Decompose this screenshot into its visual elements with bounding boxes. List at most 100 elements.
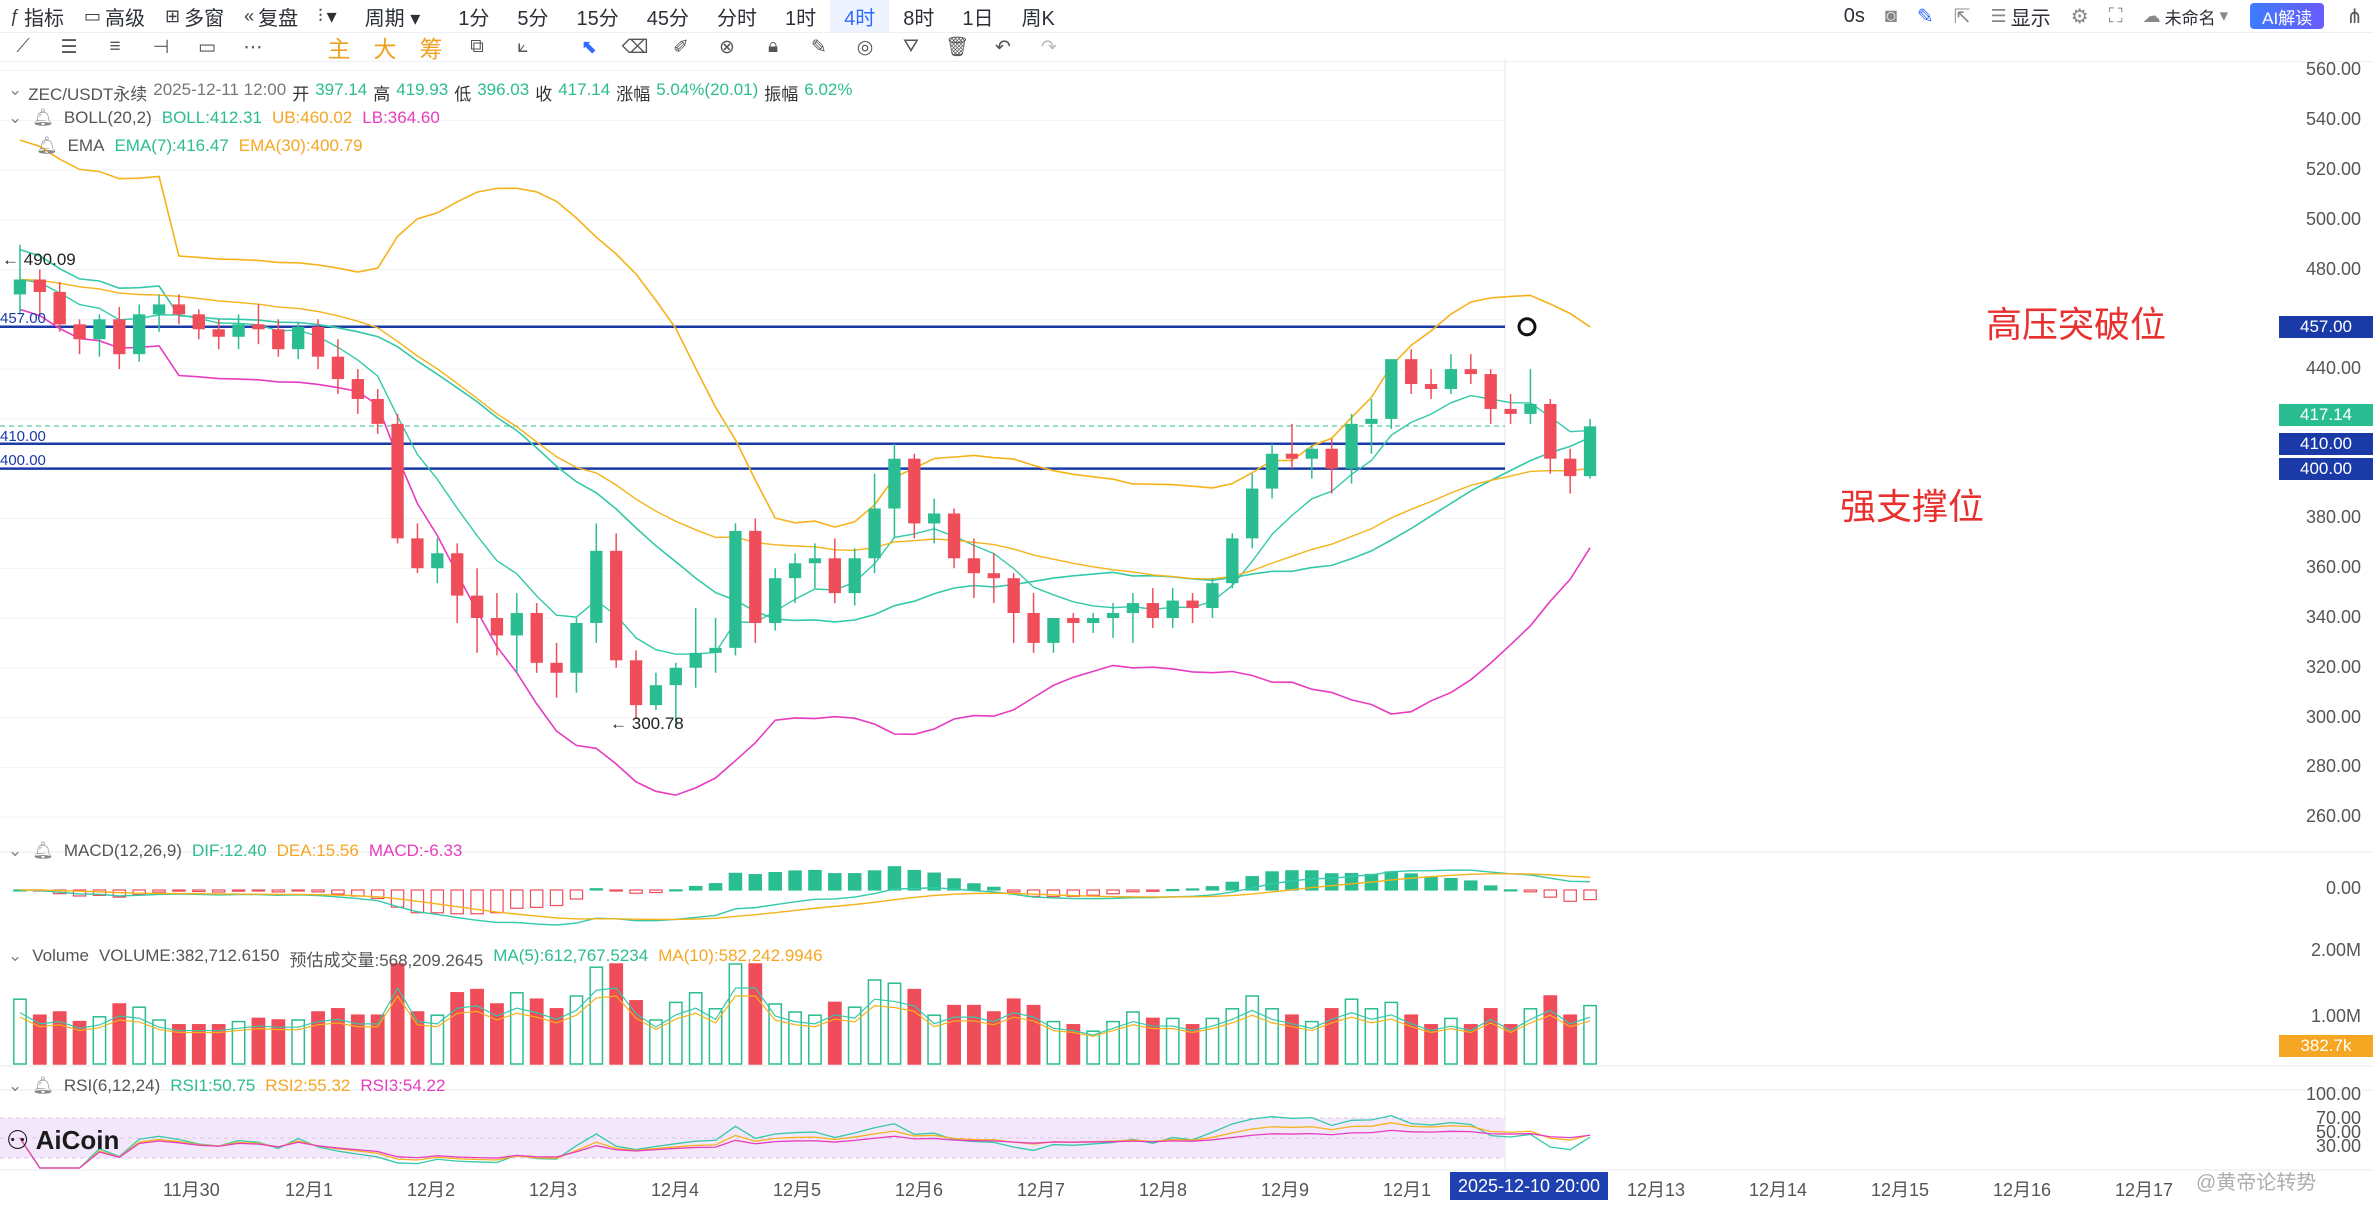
period-tab-8[interactable]: 1日 — [962, 7, 994, 30]
cursor-icon[interactable]: ⬉ — [581, 36, 597, 58]
date-axis-label: 12月3 — [529, 1180, 578, 1200]
lock-icon[interactable]: 🔒︎ — [767, 36, 779, 57]
collapse-icon[interactable]: ⌄ — [8, 1076, 23, 1095]
period-tab-6[interactable]: 4时 — [830, 0, 890, 32]
multi-window-button[interactable]: ⊞ 多窗 — [165, 5, 225, 30]
popout-icon[interactable]: ⇱ — [1953, 5, 1971, 28]
undo-icon[interactable]: ↶ — [995, 36, 1011, 58]
volume-bar — [470, 988, 484, 1065]
boll-lower-line — [19, 308, 1591, 796]
macd-bar — [1483, 885, 1498, 891]
advanced-button[interactable]: ▭ 高级 — [84, 5, 146, 30]
bell-icon[interactable]: 🔔︎ — [32, 108, 54, 127]
price-axis-label: 280.00 — [2305, 756, 2361, 777]
volume-bar — [668, 1001, 683, 1065]
volume-bar — [927, 1014, 942, 1065]
brush-icon[interactable]: ✐ — [673, 36, 689, 58]
ai-button[interactable]: AI解读 — [2250, 3, 2325, 29]
rewind-icon: « — [244, 5, 255, 26]
horizontal-line-icon[interactable]: ⊣ — [152, 36, 170, 58]
macd-bar — [331, 889, 345, 895]
candle-body — [1305, 448, 1318, 459]
volume-bar — [1046, 1020, 1061, 1065]
edit-list-icon[interactable]: ✎ — [811, 36, 827, 58]
ruler-icon[interactable]: ⟀ — [517, 36, 529, 57]
hide-icon[interactable]: ◎ — [856, 36, 874, 58]
big-chart-button[interactable]: 大 — [373, 36, 397, 62]
period-tab-3[interactable]: 45分 — [646, 7, 690, 30]
display-button[interactable]: ☰ 显示 — [1990, 5, 2051, 30]
bell-icon[interactable]: 🔔︎ — [36, 136, 58, 155]
candle-body — [133, 314, 146, 355]
macd-bar — [1046, 889, 1061, 898]
multi-line-icon[interactable]: ☰ — [60, 36, 78, 58]
eraser-icon[interactable]: ⌫ — [621, 36, 649, 58]
rsi3-line — [19, 1129, 1591, 1169]
collapse-icon[interactable]: ⌄ — [8, 80, 23, 99]
indicator-button[interactable]: ƒ 指标 — [10, 5, 65, 30]
macd-bar — [192, 889, 206, 893]
volume-bar — [827, 1001, 842, 1065]
macd-bar — [629, 889, 643, 894]
camera-icon[interactable]: ◙ — [1884, 4, 1898, 27]
indicator-edit-icon[interactable]: ⧉ — [470, 36, 484, 57]
filter-icon[interactable]: ⛛ — [903, 36, 919, 57]
candle-body — [689, 652, 702, 668]
chip-button[interactable]: 筹 — [419, 36, 443, 62]
macd-bar — [1126, 889, 1140, 893]
line-tool-icon[interactable]: ⟋ — [16, 36, 30, 57]
collapse-icon[interactable]: ⌄ — [8, 841, 23, 860]
volume-info: ⌄ Volume VOLUME:382,712.6150 预估成交量:568,2… — [8, 946, 823, 970]
macd-bar — [1146, 889, 1160, 892]
candle-body — [1087, 618, 1100, 623]
candle-body — [292, 326, 305, 350]
candle-body — [1365, 418, 1378, 424]
bell-icon[interactable]: 🔔︎ — [32, 1076, 54, 1095]
collapse-icon[interactable]: ⌄ — [8, 946, 23, 965]
period-tab-1[interactable]: 5分 — [517, 7, 549, 30]
magnet-icon[interactable]: ⊗ — [719, 36, 735, 58]
main-chart-button[interactable]: 主 — [327, 36, 351, 62]
settings-icon[interactable]: ⚙ — [2070, 5, 2089, 28]
ema30-line — [19, 278, 1591, 580]
period-tab-9[interactable]: 周K — [1021, 7, 1055, 30]
parallel-line-icon[interactable]: ≡ — [109, 36, 121, 57]
aicoin-logo: ⚇ AiCoin — [6, 1125, 120, 1155]
period-dropdown[interactable]: 周期 ▾ — [364, 7, 421, 30]
period-tab-7[interactable]: 8时 — [903, 7, 935, 30]
period-tab-5[interactable]: 1时 — [785, 7, 817, 30]
date-axis-label: 12月13 — [1627, 1180, 1686, 1200]
candle-type-dropdown[interactable]: ⫶ ▾ — [318, 5, 337, 28]
macd-bar — [1305, 870, 1319, 891]
replay-button[interactable]: «复盘 — [244, 5, 299, 30]
boll-info: ⌄ 🔔︎ BOLL(20,2) BOLL:412.31 UB:460.02 LB… — [8, 108, 440, 127]
candle-body — [232, 324, 245, 337]
date-axis-label: 12月7 — [1017, 1180, 1066, 1200]
macd-bar — [1503, 889, 1518, 892]
macd-bar — [987, 886, 1001, 891]
trash-icon[interactable]: 🗑︎ — [944, 37, 970, 58]
candle-body — [1067, 618, 1080, 623]
fullscreen-icon[interactable]: ⛶ — [2108, 4, 2123, 27]
candle-body — [570, 622, 583, 673]
dots-line-icon[interactable]: ⋯ — [243, 36, 263, 58]
candle-body — [629, 660, 643, 706]
pen-icon[interactable]: ✎ — [1917, 5, 1934, 28]
redo-icon[interactable]: ↷ — [1041, 36, 1057, 58]
candle-body — [272, 329, 285, 350]
collapse-icon[interactable]: ⌄ — [8, 108, 23, 127]
date-axis-label: 12月17 — [2115, 1180, 2174, 1200]
bell-icon[interactable]: 🔔︎ — [32, 841, 54, 860]
date-axis-label: 12月1 — [1383, 1180, 1432, 1200]
share-icon[interactable]: ⋔ — [2346, 5, 2363, 28]
period-tab-0[interactable]: 1分 — [458, 7, 490, 30]
period-tab-4[interactable]: 分时 — [717, 7, 758, 30]
macd-bar — [1583, 889, 1597, 901]
period-tab-2[interactable]: 15分 — [576, 7, 619, 30]
volume-bar — [1523, 1008, 1538, 1065]
layout-name-dropdown[interactable]: ☁ 未命名 ▾ — [2142, 5, 2229, 28]
candle-body — [172, 304, 186, 315]
rectangle-icon[interactable]: ▭ — [198, 36, 216, 58]
rsi1-line — [19, 1114, 1591, 1169]
